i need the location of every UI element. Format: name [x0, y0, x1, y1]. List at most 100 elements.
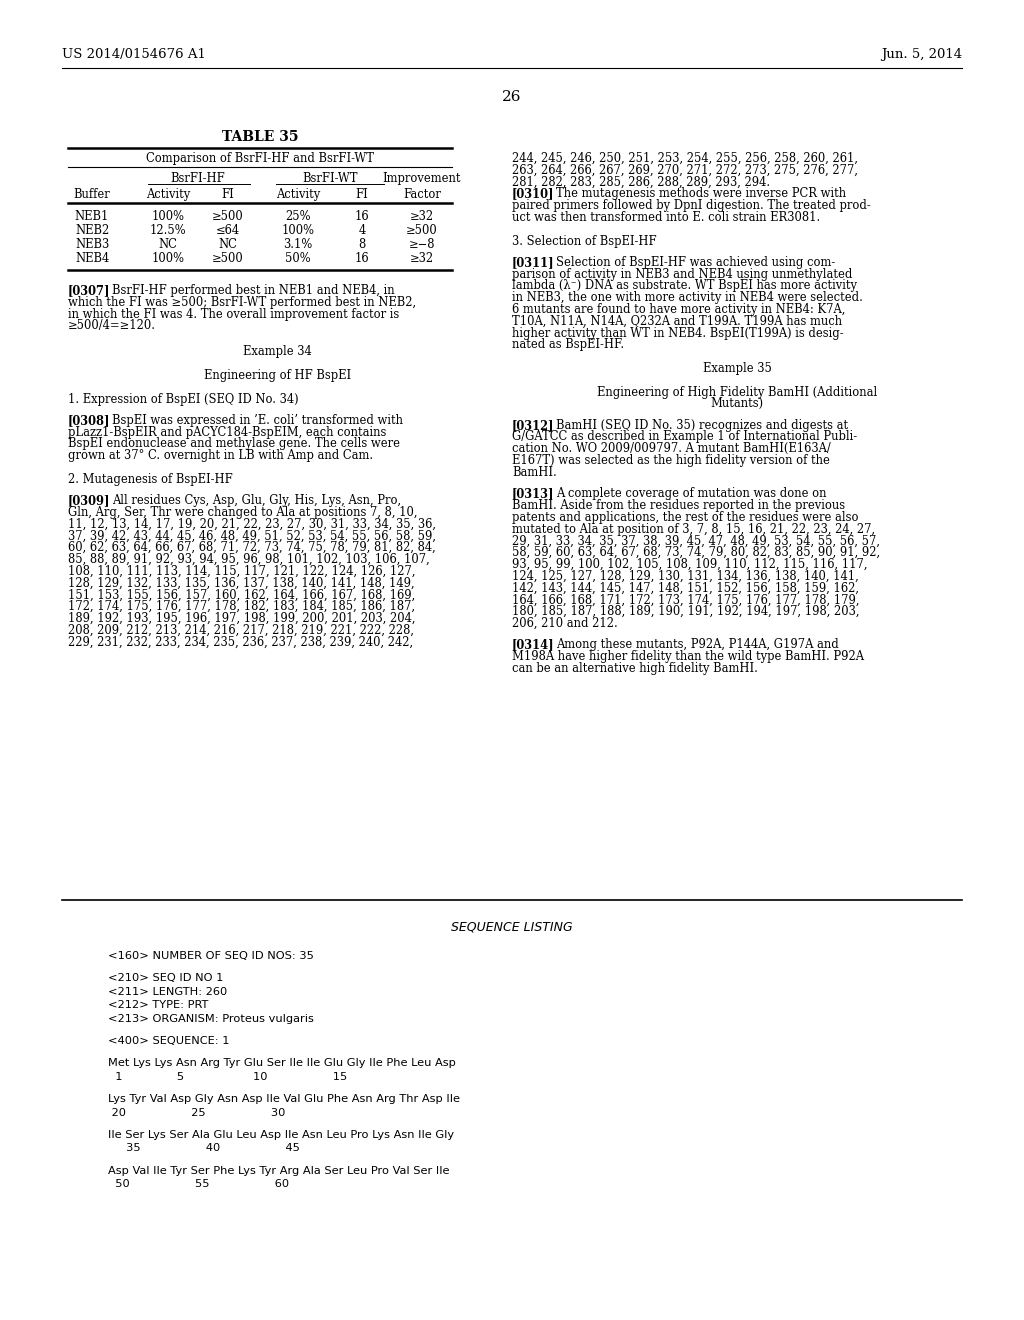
Text: Activity: Activity	[145, 187, 190, 201]
Text: ≥500: ≥500	[407, 224, 438, 238]
Text: can be an alternative high fidelity BamHI.: can be an alternative high fidelity BamH…	[512, 661, 758, 675]
Text: [0313]: [0313]	[512, 487, 555, 500]
Text: 1. Expression of BspEI (SEQ ID No. 34): 1. Expression of BspEI (SEQ ID No. 34)	[68, 392, 299, 405]
Text: M198A have higher fidelity than the wild type BamHI. P92A: M198A have higher fidelity than the wild…	[512, 649, 864, 663]
Text: 35                  40                  45: 35 40 45	[108, 1143, 300, 1154]
Text: 128, 129, 132, 133, 135, 136, 137, 138, 140, 141, 148, 149,: 128, 129, 132, 133, 135, 136, 137, 138, …	[68, 577, 415, 590]
Text: Improvement: Improvement	[383, 172, 461, 185]
Text: Example 35: Example 35	[702, 362, 771, 375]
Text: Ile Ser Lys Ser Ala Glu Leu Asp Ile Asn Leu Pro Lys Asn Ile Gly: Ile Ser Lys Ser Ala Glu Leu Asp Ile Asn …	[108, 1130, 454, 1140]
Text: 124, 125, 127, 128, 129, 130, 131, 134, 136, 138, 140, 141,: 124, 125, 127, 128, 129, 130, 131, 134, …	[512, 570, 859, 582]
Text: patents and applications, the rest of the residues were also: patents and applications, the rest of th…	[512, 511, 858, 524]
Text: 60, 62, 63, 64, 66, 67, 68, 71, 72, 73, 74, 75, 78, 79, 81, 82, 84,: 60, 62, 63, 64, 66, 67, 68, 71, 72, 73, …	[68, 541, 436, 554]
Text: 142, 143, 144, 145, 147, 148, 151, 152, 156, 158, 159, 162,: 142, 143, 144, 145, 147, 148, 151, 152, …	[512, 582, 859, 594]
Text: NEB2: NEB2	[75, 224, 110, 238]
Text: 29, 31, 33, 34, 35, 37, 38, 39, 45, 47, 48, 49, 53, 54, 55, 56, 57,: 29, 31, 33, 34, 35, 37, 38, 39, 45, 47, …	[512, 535, 880, 548]
Text: [0307]: [0307]	[68, 284, 111, 297]
Text: Example 34: Example 34	[243, 346, 312, 358]
Text: BsrFI-HF performed best in NEB1 and NEB4, in: BsrFI-HF performed best in NEB1 and NEB4…	[112, 284, 394, 297]
Text: grown at 37° C. overnight in LB with Amp and Cam.: grown at 37° C. overnight in LB with Amp…	[68, 449, 373, 462]
Text: BsrFI-HF: BsrFI-HF	[171, 172, 225, 185]
Text: <211> LENGTH: 260: <211> LENGTH: 260	[108, 987, 227, 997]
Text: paired primers followed by DpnI digestion. The treated prod-: paired primers followed by DpnI digestio…	[512, 199, 870, 213]
Text: FI: FI	[355, 187, 369, 201]
Text: All residues Cys, Asp, Glu, Gly, His, Lys, Asn, Pro,: All residues Cys, Asp, Glu, Gly, His, Ly…	[112, 494, 401, 507]
Text: 20                  25                  30: 20 25 30	[108, 1107, 286, 1118]
Text: 58, 59, 60, 63, 64, 67, 68, 73, 74, 79, 80, 82, 83, 85, 90, 91, 92,: 58, 59, 60, 63, 64, 67, 68, 73, 74, 79, …	[512, 546, 880, 560]
Text: NEB4: NEB4	[75, 252, 110, 265]
Text: BspEI endonuclease and methylase gene. The cells were: BspEI endonuclease and methylase gene. T…	[68, 437, 400, 450]
Text: 50                  55                  60: 50 55 60	[108, 1179, 289, 1189]
Text: 100%: 100%	[152, 252, 184, 265]
Text: 206, 210 and 212.: 206, 210 and 212.	[512, 616, 617, 630]
Text: NC: NC	[218, 238, 238, 251]
Text: 151, 153, 155, 156, 157, 160, 162, 164, 166, 167, 168, 169,: 151, 153, 155, 156, 157, 160, 162, 164, …	[68, 589, 416, 602]
Text: TABLE 35: TABLE 35	[222, 129, 298, 144]
Text: ≥32: ≥32	[410, 210, 434, 223]
Text: 180, 185, 187, 188, 189, 190, 191, 192, 194, 197, 198, 203,: 180, 185, 187, 188, 189, 190, 191, 192, …	[512, 605, 859, 618]
Text: BamHI. Aside from the residues reported in the previous: BamHI. Aside from the residues reported …	[512, 499, 845, 512]
Text: in NEB3, the one with more activity in NEB4 were selected.: in NEB3, the one with more activity in N…	[512, 292, 863, 304]
Text: uct was then transformed into E. coli strain ER3081.: uct was then transformed into E. coli st…	[512, 211, 820, 224]
Text: 50%: 50%	[286, 252, 311, 265]
Text: ≥500: ≥500	[212, 210, 244, 223]
Text: [0312]: [0312]	[512, 418, 555, 432]
Text: 2. Mutagenesis of BspEI-HF: 2. Mutagenesis of BspEI-HF	[68, 473, 232, 486]
Text: BspEI was expressed in ’E. coli’ transformed with: BspEI was expressed in ’E. coli’ transfo…	[112, 413, 403, 426]
Text: 12.5%: 12.5%	[150, 224, 186, 238]
Text: 164, 166, 168, 171, 172, 173, 174, 175, 176, 177, 178, 179,: 164, 166, 168, 171, 172, 173, 174, 175, …	[512, 593, 859, 606]
Text: The mutagenesis methods were inverse PCR with: The mutagenesis methods were inverse PCR…	[556, 187, 846, 201]
Text: cation No. WO 2009/009797. A mutant BamHI(E163A/: cation No. WO 2009/009797. A mutant BamH…	[512, 442, 830, 455]
Text: 37, 39, 42, 43, 44, 45, 46, 48, 49, 51, 52, 53, 54, 55, 56, 58, 59,: 37, 39, 42, 43, 44, 45, 46, 48, 49, 51, …	[68, 529, 436, 543]
Text: 85, 88, 89, 91, 92, 93, 94, 95, 96, 98, 101, 102, 103, 106, 107,: 85, 88, 89, 91, 92, 93, 94, 95, 96, 98, …	[68, 553, 430, 566]
Text: Engineering of High Fidelity BamHI (Additional: Engineering of High Fidelity BamHI (Addi…	[597, 385, 878, 399]
Text: ≥32: ≥32	[410, 252, 434, 265]
Text: 3.1%: 3.1%	[284, 238, 312, 251]
Text: in which the FI was 4. The overall improvement factor is: in which the FI was 4. The overall impro…	[68, 308, 399, 321]
Text: G/GATCC as described in Example 1 of International Publi-: G/GATCC as described in Example 1 of Int…	[512, 430, 857, 444]
Text: [0310]: [0310]	[512, 187, 555, 201]
Text: 100%: 100%	[152, 210, 184, 223]
Text: BamHI (SEQ ID No. 35) recognizes and digests at: BamHI (SEQ ID No. 35) recognizes and dig…	[556, 418, 848, 432]
Text: US 2014/0154676 A1: US 2014/0154676 A1	[62, 48, 206, 61]
Text: [0314]: [0314]	[512, 638, 555, 651]
Text: 16: 16	[354, 252, 370, 265]
Text: Factor: Factor	[403, 187, 441, 201]
Text: 1               5                   10                  15: 1 5 10 15	[108, 1072, 347, 1082]
Text: NEB1: NEB1	[75, 210, 110, 223]
Text: 4: 4	[358, 224, 366, 238]
Text: 281, 282, 283, 285, 286, 288, 289, 293, 294.: 281, 282, 283, 285, 286, 288, 289, 293, …	[512, 176, 770, 189]
Text: [0311]: [0311]	[512, 256, 555, 269]
Text: 93, 95, 99, 100, 102, 105, 108, 109, 110, 112, 115, 116, 117,: 93, 95, 99, 100, 102, 105, 108, 109, 110…	[512, 558, 867, 572]
Text: <400> SEQUENCE: 1: <400> SEQUENCE: 1	[108, 1036, 229, 1045]
Text: BsrFI-WT: BsrFI-WT	[302, 172, 357, 185]
Text: higher activity than WT in NEB4. BspEI(T199A) is desig-: higher activity than WT in NEB4. BspEI(T…	[512, 326, 844, 339]
Text: 3. Selection of BspEI-HF: 3. Selection of BspEI-HF	[512, 235, 656, 248]
Text: Comparison of BsrFI-HF and BsrFI-WT: Comparison of BsrFI-HF and BsrFI-WT	[146, 152, 374, 165]
Text: T10A, N11A, N14A, Q232A and T199A. T199A has much: T10A, N11A, N14A, Q232A and T199A. T199A…	[512, 315, 842, 327]
Text: NC: NC	[159, 238, 177, 251]
Text: <212> TYPE: PRT: <212> TYPE: PRT	[108, 1001, 208, 1010]
Text: Gln, Arg, Ser, Thr were changed to Ala at positions 7, 8, 10,: Gln, Arg, Ser, Thr were changed to Ala a…	[68, 506, 418, 519]
Text: parison of activity in NEB3 and NEB4 using unmethylated: parison of activity in NEB3 and NEB4 usi…	[512, 268, 852, 281]
Text: Activity: Activity	[275, 187, 321, 201]
Text: 8: 8	[358, 238, 366, 251]
Text: which the FI was ≥500; BsrFI-WT performed best in NEB2,: which the FI was ≥500; BsrFI-WT performe…	[68, 296, 416, 309]
Text: Met Lys Lys Asn Arg Tyr Glu Ser Ile Ile Glu Gly Ile Phe Leu Asp: Met Lys Lys Asn Arg Tyr Glu Ser Ile Ile …	[108, 1059, 456, 1068]
Text: 26: 26	[502, 90, 522, 104]
Text: ≥500: ≥500	[212, 252, 244, 265]
Text: 100%: 100%	[282, 224, 314, 238]
Text: 6 mutants are found to have more activity in NEB4: K7A,: 6 mutants are found to have more activit…	[512, 304, 846, 315]
Text: 189, 192, 193, 195, 196, 197, 198, 199, 200, 201, 203, 204,: 189, 192, 193, 195, 196, 197, 198, 199, …	[68, 612, 416, 626]
Text: Among these mutants, P92A, P144A, G197A and: Among these mutants, P92A, P144A, G197A …	[556, 638, 839, 651]
Text: 208, 209, 212, 213, 214, 216, 217, 218, 219, 221, 222, 228,: 208, 209, 212, 213, 214, 216, 217, 218, …	[68, 624, 414, 636]
Text: 16: 16	[354, 210, 370, 223]
Text: <210> SEQ ID NO 1: <210> SEQ ID NO 1	[108, 973, 223, 983]
Text: Jun. 5, 2014: Jun. 5, 2014	[881, 48, 962, 61]
Text: pLazz1-BspEIR and pACYC184-BspEIM, each contains: pLazz1-BspEIR and pACYC184-BspEIM, each …	[68, 425, 386, 438]
Text: E167T) was selected as the high fidelity version of the: E167T) was selected as the high fidelity…	[512, 454, 829, 467]
Text: mutated to Ala at position of 3, 7, 8, 15, 16, 21, 22, 23, 24, 27,: mutated to Ala at position of 3, 7, 8, 1…	[512, 523, 876, 536]
Text: 172, 174, 175, 176, 177, 178, 182, 183, 184, 185, 186, 187,: 172, 174, 175, 176, 177, 178, 182, 183, …	[68, 601, 415, 614]
Text: 11, 12, 13, 14, 17, 19, 20, 21, 22, 23, 27, 30, 31, 33, 34, 35, 36,: 11, 12, 13, 14, 17, 19, 20, 21, 22, 23, …	[68, 517, 436, 531]
Text: nated as BspEI-HF.: nated as BspEI-HF.	[512, 338, 624, 351]
